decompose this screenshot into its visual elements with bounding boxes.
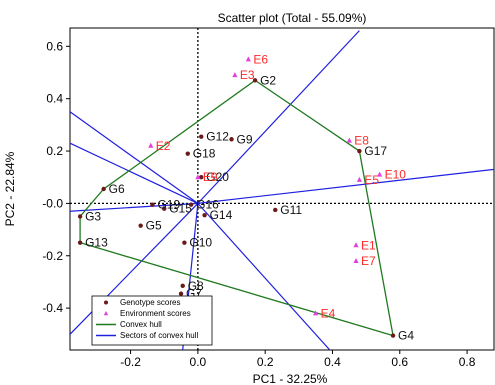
environment-label-e10: E10 xyxy=(385,168,407,182)
genotype-label-g4: G4 xyxy=(398,329,414,343)
genotype-label-g14: G14 xyxy=(210,208,233,222)
sector-line-7 xyxy=(70,142,199,204)
genotype-label-g3: G3 xyxy=(85,209,101,223)
sector-line-1 xyxy=(197,30,360,204)
environment-label-e7: E7 xyxy=(361,254,376,268)
genotype-point-g19 xyxy=(150,202,155,207)
genotype-label-g13: G13 xyxy=(85,236,108,250)
sector-line-8 xyxy=(70,111,199,204)
genotype-label-g11: G11 xyxy=(280,203,302,217)
legend-label-convex-hull: Convex hull xyxy=(120,320,162,329)
genotype-label-g8: G8 xyxy=(188,279,204,293)
sector-lines xyxy=(70,30,494,350)
environment-label-e4: E4 xyxy=(321,306,336,320)
sector-line-2 xyxy=(197,168,494,204)
axis-ticks: -0.2 0.0 0.2 0.4 0.6 0.8 -0.4 -0.2 -0.0 0.2 0.4 0.6 xyxy=(42,39,475,369)
genotype-label-g9: G9 xyxy=(237,132,253,146)
environment-point-e10 xyxy=(376,171,383,177)
genotype-label-g20: G20 xyxy=(206,170,229,184)
sector-line-3 xyxy=(197,202,331,350)
environment-point-e3 xyxy=(232,72,238,78)
plot-area xyxy=(69,27,495,351)
genotype-point-g9 xyxy=(229,137,234,142)
genotype-point-g17 xyxy=(357,148,362,154)
genotype-label-g10: G10 xyxy=(189,236,212,250)
environment-point-e9 xyxy=(195,174,201,180)
legend: Genotype scores Environment scores Convex … xyxy=(91,295,213,346)
genotype-label-g15: G15 xyxy=(169,202,192,216)
environment-point-e7 xyxy=(353,257,359,263)
legend-label-environment-scores: Environment scores xyxy=(120,309,191,318)
x-tick-label-3: 0.2 xyxy=(257,355,274,369)
sector-line-6 xyxy=(70,202,198,212)
y-tick-label-4: 0.2 xyxy=(46,144,63,158)
genotype-point-g4 xyxy=(390,333,396,338)
environment-label-e5: E5 xyxy=(364,173,379,187)
environment-point-e1 xyxy=(353,242,359,248)
genotype-point-g7 xyxy=(178,291,184,296)
chart-title: Scatter plot (Total - 55.09%) xyxy=(218,11,367,25)
genotype-label-g6: G6 xyxy=(109,182,125,196)
y-tick-label-6: 0.6 xyxy=(46,39,63,53)
environment-point-e8 xyxy=(346,137,352,143)
x-tick-label-1: -0.2 xyxy=(120,355,141,369)
legend-symbol-environment-scores xyxy=(103,311,109,316)
y-tick-label-5: 0.4 xyxy=(46,92,63,106)
y-tick-label-3: -0.0 xyxy=(42,196,63,210)
genotype-label-g17: G17 xyxy=(364,144,387,158)
x-axis-title: PC1 - 32.25% xyxy=(253,372,328,385)
y-axis-title: PC2 - 22.84% xyxy=(3,151,17,226)
x-tick-label-6: 0.8 xyxy=(459,355,476,369)
y-tick-label-2: -0.2 xyxy=(42,249,63,263)
genotype-label-g2: G2 xyxy=(260,73,276,87)
environment-label-e2: E2 xyxy=(156,139,171,153)
legend-box xyxy=(91,295,213,346)
legend-label-genotype-scores: Genotype scores xyxy=(120,298,180,307)
genotype-label-g18: G18 xyxy=(193,147,216,161)
genotype-point-g13 xyxy=(77,240,83,245)
genotype-point-g14 xyxy=(202,212,207,218)
legend-symbol-genotype-scores xyxy=(104,300,108,305)
genotype-point-g18 xyxy=(185,151,190,156)
genotype-label-g19: G19 xyxy=(157,198,180,212)
genotype-point-g3 xyxy=(77,214,83,219)
genotype-point-g6 xyxy=(101,186,106,192)
x-tick-label-4: 0.4 xyxy=(324,355,341,369)
x-tick-label-5: 0.6 xyxy=(391,355,408,369)
y-tick-label-1: -0.4 xyxy=(42,301,63,315)
sector-line-5 xyxy=(70,202,199,335)
environment-point-e6 xyxy=(245,56,251,62)
environment-label-e3: E3 xyxy=(240,68,255,82)
genotype-point-g15 xyxy=(162,206,167,211)
environment-point-e2 xyxy=(148,142,154,148)
genotype-point-g2 xyxy=(252,78,258,83)
genotype-point-g5 xyxy=(138,223,143,228)
environment-points: E1 E2 E3 E4 E5 E6 E7 E8 E9 E10 xyxy=(148,52,406,320)
genotype-point-g10 xyxy=(182,240,187,245)
genotype-point-g8 xyxy=(180,283,185,289)
legend-label-sectors-of-convex-hull: Sectors of convex hull xyxy=(120,331,198,340)
x-tick-label-2: 0.0 xyxy=(190,355,207,369)
genotype-point-g20 xyxy=(199,175,204,180)
environment-label-e1: E1 xyxy=(361,238,376,252)
genotype-label-g16: G16 xyxy=(196,198,219,212)
environment-label-e6: E6 xyxy=(253,52,268,66)
environment-label-e8: E8 xyxy=(354,134,369,148)
genotype-point-g16 xyxy=(188,202,194,207)
genotype-label-g12: G12 xyxy=(206,130,229,144)
genotype-label-g5: G5 xyxy=(146,219,162,233)
environment-point-e4 xyxy=(313,310,319,316)
environment-label-e9: E9 xyxy=(203,170,218,184)
environment-point-e5 xyxy=(356,176,362,182)
genotype-point-g11 xyxy=(273,207,278,213)
genotype-point-g12 xyxy=(199,134,204,139)
